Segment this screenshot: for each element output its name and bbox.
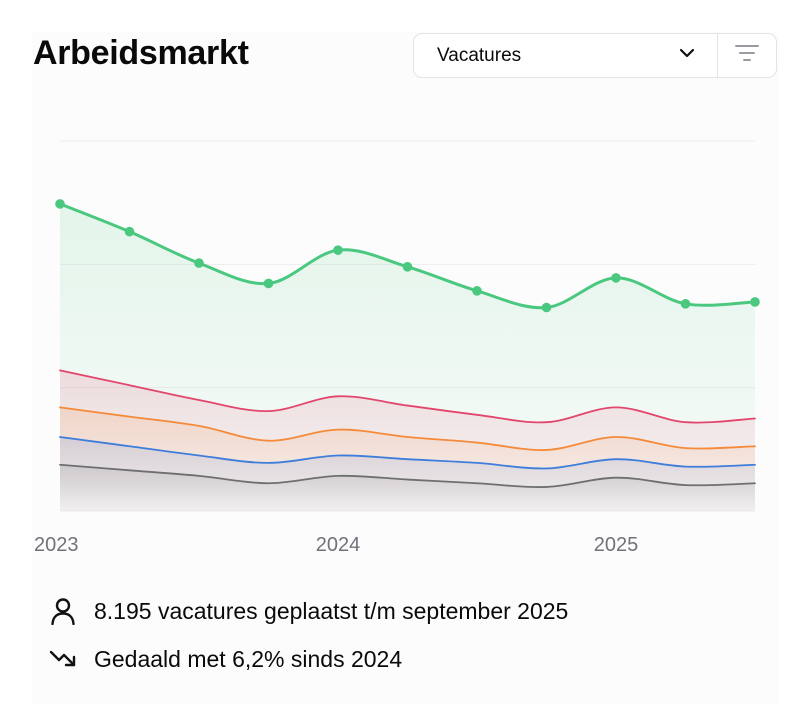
stat-row-1: 8.195 vacatures geplaatst t/m september … [48,596,568,626]
filter-button[interactable] [718,34,776,77]
series-line-3 [59,406,756,451]
user-icon [48,596,78,626]
series-line-4 [59,436,756,470]
area-chart: 2023 2024 2025 [34,140,760,556]
data-point-1 [55,199,65,209]
chart-points [55,199,760,313]
data-point-8 [541,302,552,313]
series-area-5 [60,464,755,511]
chevron-down-icon [677,43,697,68]
x-tick-label: 2024 [316,534,361,556]
data-point-5 [333,245,343,255]
data-point-11 [750,297,760,307]
filter-icon [734,42,760,69]
chart-areas [60,203,755,511]
metric-select[interactable]: Vacatures [414,34,718,77]
x-tick-label: 2023 [34,534,79,556]
data-point-4 [263,278,274,289]
trending-down-icon [48,644,78,674]
x-axis-ticks: 2023 2024 2025 [34,534,638,556]
series-line-2 [59,369,756,424]
data-point-10 [680,299,691,309]
toolbar: Vacatures [413,33,777,78]
data-point-2 [124,226,135,237]
stat-row-2: Gedaald met 6,2% sinds 2024 [48,644,402,674]
data-point-6 [402,262,413,272]
x-tick-label: 2025 [594,534,639,556]
series-line-5 [59,463,756,489]
metric-select-value: Vacatures [437,44,522,66]
data-point-7 [472,286,482,296]
stat-text-1: 8.195 vacatures geplaatst t/m september … [94,597,569,624]
data-point-3 [194,258,204,268]
data-point-9 [611,273,621,283]
stat-text-2: Gedaald met 6,2% sinds 2024 [94,645,403,672]
page-title: Arbeidsmarkt [33,34,249,72]
